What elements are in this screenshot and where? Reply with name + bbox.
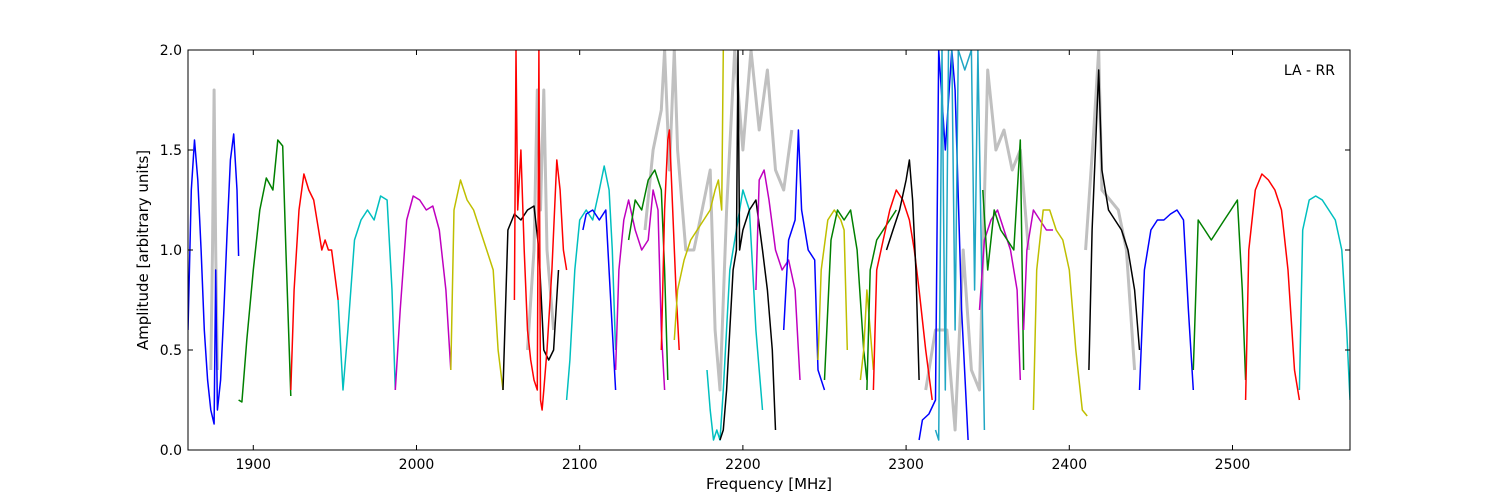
x-tick-label: 2300 (888, 457, 924, 473)
y-axis-label: Amplitude [arbitrary units] (134, 150, 152, 350)
y-tick-label: 0.5 (160, 343, 182, 359)
x-tick-label: 2400 (1051, 457, 1087, 473)
series-line-14 (706, 189, 764, 441)
series-line-1 (238, 139, 292, 403)
y-tick-label: 1.0 (160, 243, 182, 259)
series-line-34 (1298, 195, 1350, 401)
series-line-30 (1088, 69, 1141, 371)
series-line-0 (188, 133, 240, 425)
background-trace-2 (643, 50, 794, 392)
series-line-21 (866, 209, 897, 391)
y-tick-label: 2.0 (160, 43, 182, 59)
y-tick-label: 0.0 (160, 443, 182, 459)
series-line-25 (934, 50, 986, 441)
x-tick-label: 2200 (725, 457, 761, 473)
x-tick-label: 1900 (235, 457, 271, 473)
series-line-3 (337, 195, 397, 391)
background-trace-1 (526, 88, 556, 351)
series-line-7 (513, 50, 568, 411)
series-line-12 (660, 129, 680, 351)
x-axis-label: Frequency [MHz] (706, 475, 832, 493)
series-traces (188, 50, 1350, 441)
annotation-label: LA - RR (1284, 63, 1335, 79)
series-line-18 (817, 209, 849, 361)
series-line-31 (1138, 209, 1195, 391)
axis-ticks: 1900 2000 2100 2200 2300 2400 2500 0.0 0.5 1.0 1.5… (160, 43, 1350, 473)
series-line-20 (859, 289, 875, 381)
y-tick-label: 1.5 (160, 143, 182, 159)
series-line-5 (450, 179, 504, 391)
series-line-8 (565, 165, 617, 401)
series-line-17 (782, 129, 826, 391)
series-line-13 (673, 50, 725, 341)
series-line-23 (885, 159, 920, 381)
plot-area-background (188, 50, 1350, 450)
series-line-9 (582, 209, 617, 391)
series-line-22 (872, 189, 933, 401)
series-line-2 (290, 173, 339, 391)
series-line-27 (982, 139, 1025, 371)
series-line-6 (502, 205, 560, 391)
series-line-16 (755, 169, 801, 381)
series-line-4 (394, 195, 452, 391)
series-line-28 (1022, 209, 1053, 331)
x-tick-label: 2000 (399, 457, 435, 473)
background-trace-3 (924, 68, 1030, 432)
series-line-10 (614, 189, 666, 391)
x-tick-label: 2100 (562, 457, 598, 473)
series-line-15 (719, 50, 777, 441)
series-line-29 (1032, 209, 1088, 417)
series-line-33 (1244, 173, 1301, 401)
series-line-32 (1192, 199, 1247, 381)
x-tick-label: 2500 (1215, 457, 1251, 473)
series-line-19 (823, 209, 868, 381)
